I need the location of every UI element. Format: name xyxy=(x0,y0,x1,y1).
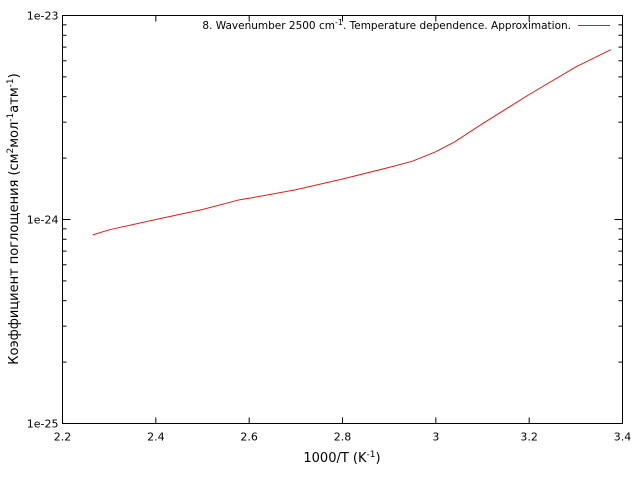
y-tick-label: 1e-25 xyxy=(27,418,59,431)
axis-tick-labels: 2.2 2.4 2.6 2.8 3 3.2 3.4 1e-25 1e-24 1e-23 xyxy=(27,10,631,444)
legend-label: 8. Wavenumber 2500 cm-1. Temperature dep… xyxy=(202,18,571,32)
legend: 8. Wavenumber 2500 cm-1. Temperature dep… xyxy=(202,18,610,32)
series-line xyxy=(92,49,612,236)
y-axis-title: Коэффициент поглощения (см2мол-1атм-1) xyxy=(6,73,22,364)
y-tick-label: 1e-23 xyxy=(27,10,59,23)
plot-frame xyxy=(62,15,623,424)
x-tick-label: 2.2 xyxy=(54,431,72,444)
x-tick-label: 3.2 xyxy=(520,431,538,444)
x-tick-label: 3 xyxy=(432,431,439,444)
x-tick-label: 3.4 xyxy=(614,431,632,444)
x-axis-title: 1000/T (K-1) xyxy=(303,450,380,466)
axis-ticks xyxy=(62,15,623,424)
y-tick-label: 1e-24 xyxy=(27,214,59,227)
x-tick-label: 2.8 xyxy=(334,431,352,444)
x-tick-label: 2.6 xyxy=(240,431,258,444)
x-tick-label: 2.4 xyxy=(147,431,165,444)
